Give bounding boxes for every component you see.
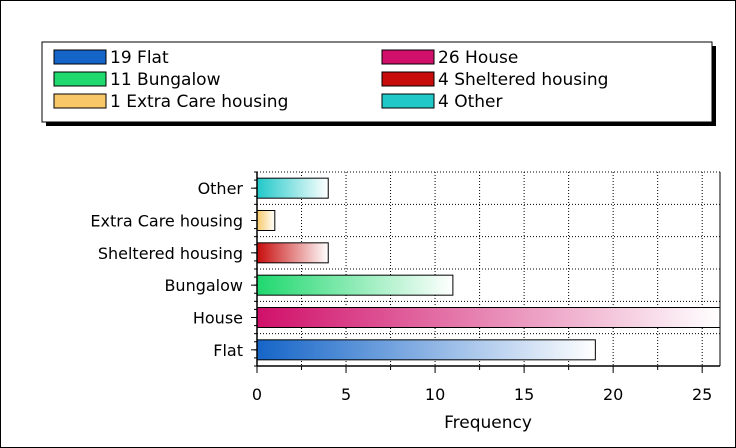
category-label-other: Other [198, 179, 244, 198]
category-label-bungalow: Bungalow [164, 276, 243, 295]
legend-swatch-4-sheltered-housing [381, 71, 435, 87]
bar-other [256, 177, 329, 199]
legend-box [41, 41, 713, 123]
x-tick-label: 0 [252, 385, 262, 404]
legend-swatch-1-extra-care-housing [53, 93, 107, 109]
category-label-extra-care-housing: Extra Care housing [90, 212, 243, 231]
x-tick-label: 15 [514, 385, 534, 404]
category-label-house: House [193, 309, 243, 328]
legend-label-19-flat: 19 Flat [110, 48, 169, 68]
bar-flat [256, 339, 596, 361]
category-label-sheltered-housing: Sheltered housing [98, 244, 243, 263]
x-tick-label: 20 [603, 385, 623, 404]
legend-swatch-11-bungalow [53, 71, 107, 87]
legend-swatch-19-flat [53, 49, 107, 65]
x-tick-label: 10 [425, 385, 445, 404]
x-axis-label: Frequency [444, 413, 532, 433]
legend-label-4-sheltered-housing: 4 Sheltered housing [438, 70, 608, 90]
plot-area: 0 5 10 15 20 25 Flat House Bungalow Sheltered ho… [90, 171, 721, 433]
legend-label-4-other: 4 Other [438, 92, 503, 112]
legend-swatch-26-house [381, 49, 435, 65]
bar-extra-care-housing [256, 210, 276, 231]
bar-house [256, 307, 721, 328]
legend: 19 Flat 26 House 11 Bungalow 4 Sheltered ho… [41, 41, 716, 126]
category-label-flat: Flat [213, 341, 243, 360]
x-tick-label: 5 [341, 385, 351, 404]
legend-swatch-4-other [381, 93, 435, 109]
legend-label-26-house: 26 House [438, 48, 518, 68]
bar-bungalow [256, 274, 454, 296]
x-tick-label: 25 [692, 385, 712, 404]
bar-sheltered-housing [256, 242, 329, 264]
legend-label-1-extra-care-housing: 1 Extra Care housing [110, 92, 288, 112]
legend-label-11-bungalow: 11 Bungalow [110, 70, 221, 90]
